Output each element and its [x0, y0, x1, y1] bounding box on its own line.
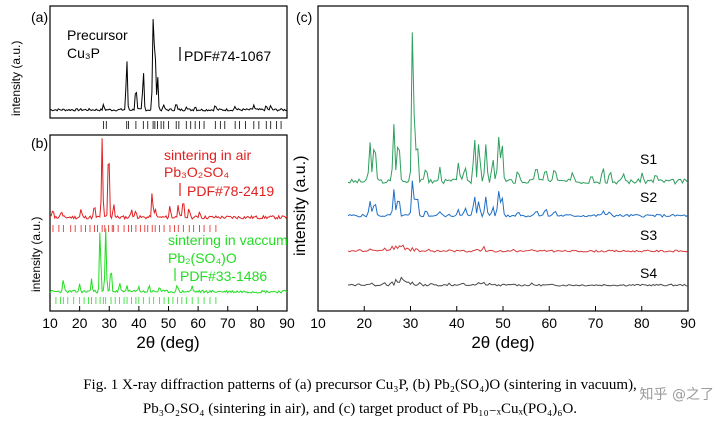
panel-b-air-pdf: PDF#78-2419	[187, 183, 274, 199]
panel-a-label-1: Precursor	[67, 27, 128, 43]
x-tick-label-b: 40	[131, 315, 147, 331]
x-tick-label-b: 30	[101, 315, 117, 331]
series-label-s1: S1	[640, 151, 657, 167]
series-line-cu3p	[49, 19, 288, 112]
x-tick-label-b: 90	[279, 315, 295, 331]
panel-b-xlabel: 2θ (deg)	[136, 333, 199, 352]
panel-c-ylabel: intensity (a.u.)	[292, 156, 309, 256]
panel-b-ylabel: intensity (a.u.)	[29, 217, 43, 292]
panel-a-label-2: Cu₃P	[67, 45, 100, 61]
figure-caption-line-1: Fig. 1 X-ray diffraction patterns of (a)…	[83, 377, 637, 393]
panel-b-vac-label-1: sintering in vaccum	[168, 232, 288, 248]
x-tick-label-b: 70	[220, 315, 236, 331]
panel-b-vac-pdf: PDF#33-1486	[180, 268, 267, 284]
panel-c-xlabel: 2θ (deg)	[471, 333, 534, 352]
series-label-s2: S2	[640, 189, 657, 205]
x-tick-label-c: 60	[541, 315, 557, 331]
x-tick-label-b: 50	[161, 315, 177, 331]
x-tick-label-b: 80	[250, 315, 266, 331]
x-tick-label-b: 20	[72, 315, 88, 331]
series-line-pb3o2so4	[49, 138, 288, 221]
series-label-s4: S4	[640, 265, 657, 281]
x-tick-label-c: 20	[356, 315, 372, 331]
x-tick-label-c: 70	[588, 315, 604, 331]
series-line-s1	[347, 32, 689, 185]
x-tick-label-b: 60	[190, 315, 206, 331]
series-line-s2	[347, 180, 689, 219]
panel-c-letter: (c)	[296, 9, 312, 25]
panel-b-vac-label-2: Pb₂(SO₄)O	[168, 250, 237, 266]
x-tick-label-c: 90	[680, 315, 696, 331]
x-tick-label-c: 40	[449, 315, 465, 331]
panel-a-ylabel: intensity (a.u.)	[9, 41, 23, 116]
x-tick-label-c: 10	[310, 315, 326, 331]
series-label-s3: S3	[640, 227, 657, 243]
panel-b-air-label-2: Pb₃O₂SO₄	[164, 164, 229, 180]
series-line-s3	[347, 244, 689, 253]
series-line-pb2so4o	[49, 228, 288, 294]
x-tick-label-b: 10	[42, 315, 58, 331]
panel-b-letter: (b)	[31, 135, 48, 151]
figure-caption-line-2: Pb₃O₂SO₄ (sintering in air), and (c) tar…	[142, 401, 578, 417]
panel-a-pdf-label: PDF#74-1067	[184, 48, 271, 64]
watermark: 知乎 @之了	[639, 387, 714, 403]
series-line-s4	[347, 276, 689, 287]
x-tick-label-c: 50	[495, 315, 511, 331]
x-tick-label-c: 30	[403, 315, 419, 331]
x-tick-label-c: 80	[634, 315, 650, 331]
panel-a-frame	[49, 5, 288, 119]
panel-b-air-label-1: sintering in air	[164, 147, 251, 163]
panel-a-letter: (a)	[31, 9, 48, 25]
